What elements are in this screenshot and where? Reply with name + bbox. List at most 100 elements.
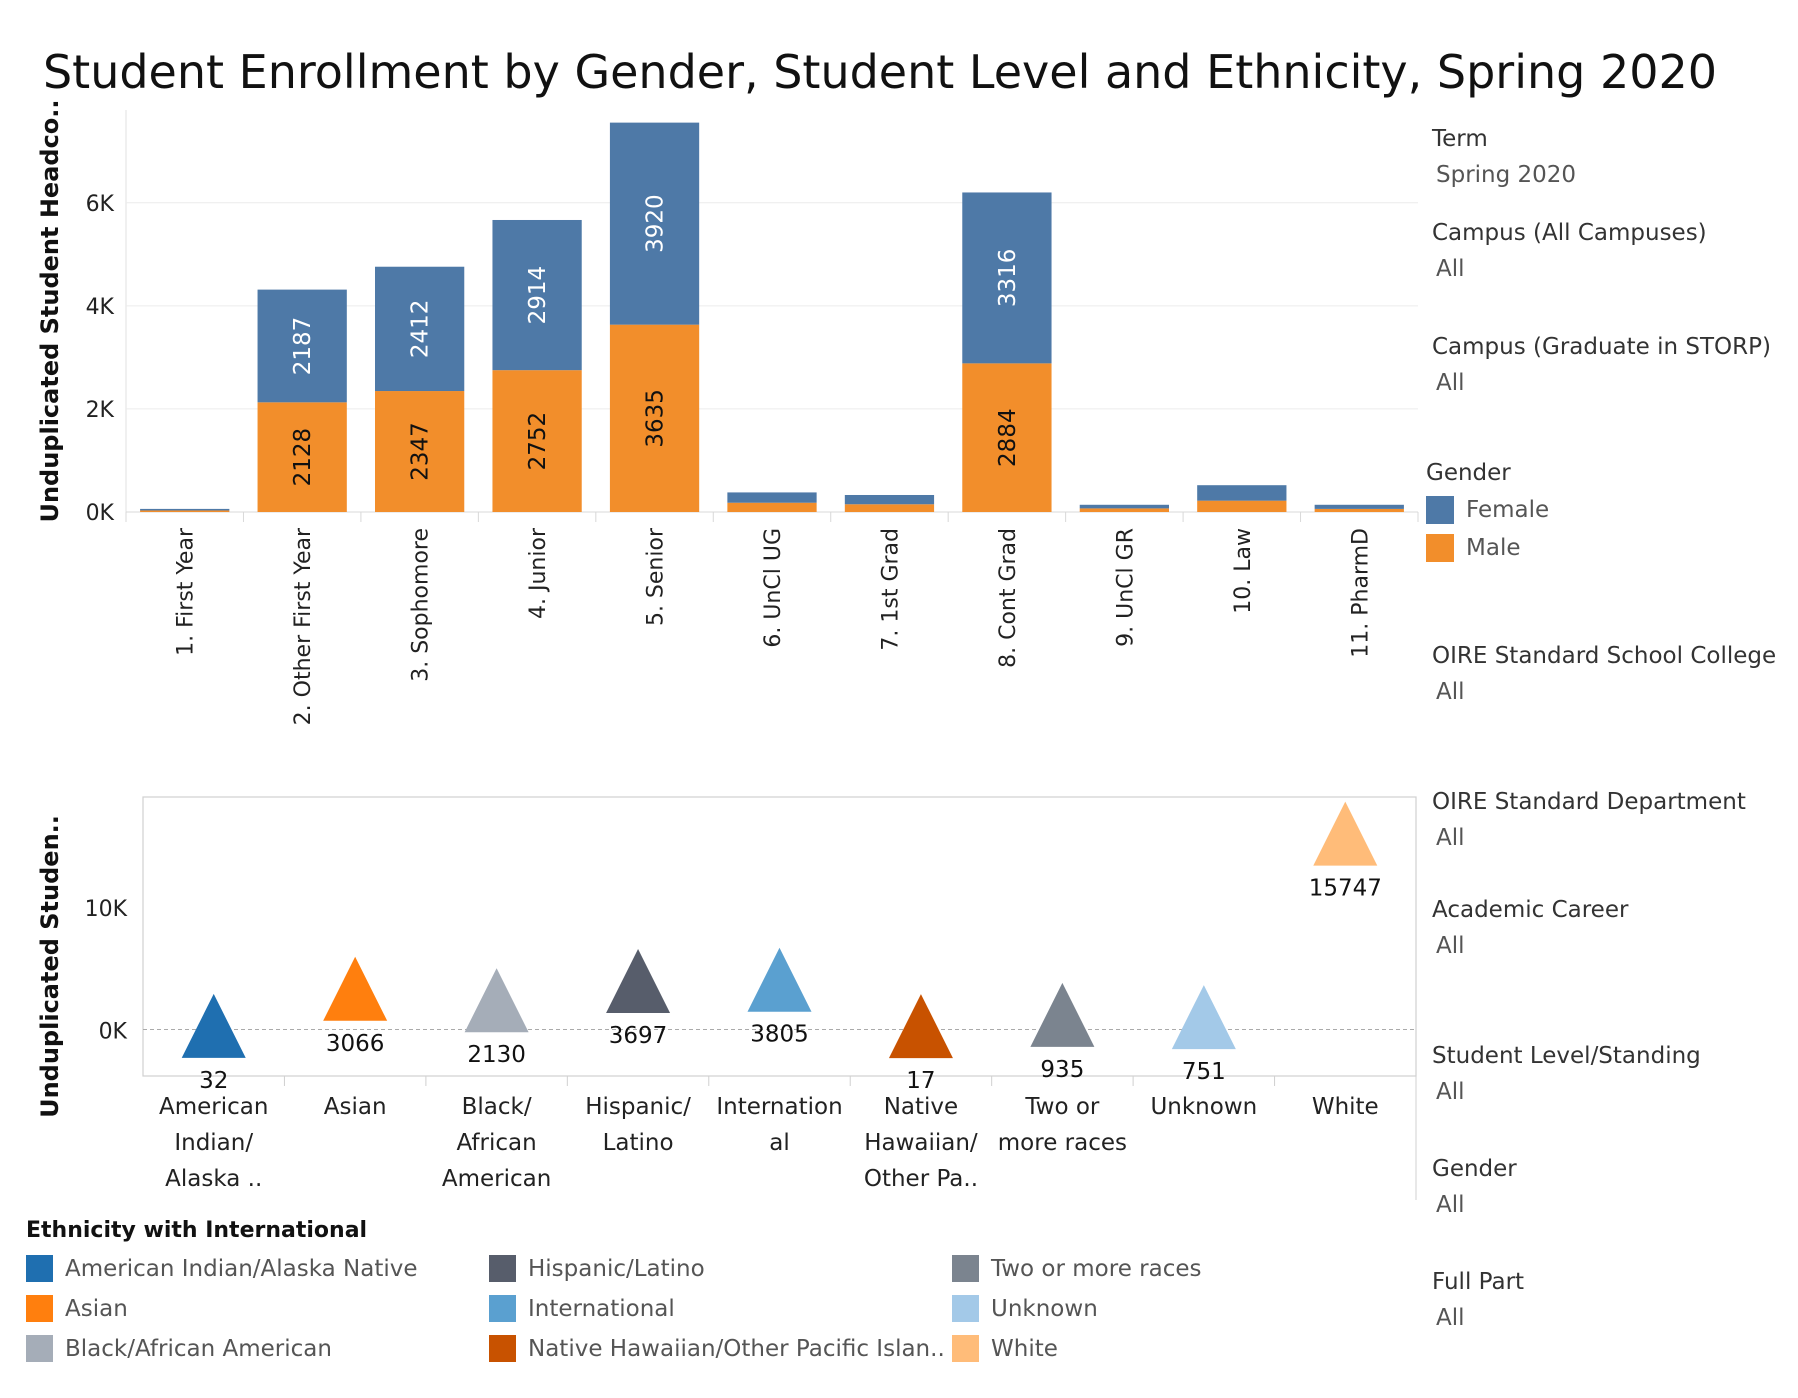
filter-value[interactable]: All — [1436, 370, 1465, 396]
filter-6[interactable]: Academic Career All — [1432, 897, 1628, 959]
triangle-marker-6[interactable] — [888, 994, 953, 1059]
bar-female-11[interactable] — [1314, 504, 1404, 509]
filter-title: Campus (Graduate in STORP) — [1432, 334, 1771, 360]
filter-title: Gender — [1432, 1156, 1517, 1182]
bar-x-tick-label: 3. Sophomore — [409, 528, 434, 682]
filter-title: OIRE Standard School College — [1432, 643, 1777, 669]
tri-x-tick-label: al — [769, 1130, 789, 1156]
bar-female-10[interactable] — [1197, 485, 1287, 501]
triangle-value-label: 751 — [1182, 1059, 1226, 1085]
bar-male-5[interactable] — [609, 324, 700, 512]
bar-female-label: 2412 — [408, 300, 434, 359]
legend-swatch — [489, 1335, 516, 1362]
legend-swatch — [489, 1255, 516, 1282]
bar-female-4[interactable] — [492, 219, 582, 371]
filter-2[interactable]: Campus (All Campuses) All — [1432, 220, 1707, 282]
filter-value[interactable]: All — [1436, 256, 1465, 282]
filter-value[interactable]: All — [1436, 933, 1465, 959]
bar-male-4[interactable] — [492, 370, 582, 512]
filter-value[interactable]: All — [1436, 1079, 1465, 1105]
bar-x-tick-label: 7. 1st Grad — [878, 528, 903, 651]
bar-male-8[interactable] — [962, 363, 1052, 512]
ethnicity-legend: Ethnicity with International American In… — [26, 1218, 1202, 1385]
ethnicity-legend-item[interactable]: International — [489, 1295, 675, 1322]
legend-swatch — [489, 1295, 516, 1322]
filter-5[interactable]: OIRE Standard Department All — [1432, 789, 1746, 851]
ethnicity-legend-item[interactable]: Asian — [26, 1295, 128, 1322]
triangle-value-label: 3697 — [609, 1023, 668, 1049]
bar-male-10[interactable] — [1197, 500, 1287, 512]
filter-8[interactable]: Gender All — [1432, 1156, 1517, 1218]
bar-male-11[interactable] — [1314, 508, 1404, 512]
bar-male-label: 3635 — [643, 389, 669, 448]
triangle-value-label: 3805 — [750, 1022, 809, 1048]
tri-x-tick-label: Latino — [603, 1130, 674, 1156]
tri-x-tick-label: African — [457, 1130, 537, 1156]
chart-title: Student Enrollment by Gender, Student Le… — [43, 45, 1717, 99]
ethnicity-legend-item[interactable]: Unknown — [952, 1295, 1098, 1322]
bar-female-6[interactable] — [727, 492, 817, 503]
tri-x-tick-label: Other Pa.. — [864, 1166, 978, 1192]
triangle-marker-5[interactable] — [747, 947, 812, 1012]
legend-label: American Indian/Alaska Native — [65, 1255, 418, 1282]
bar-male-2[interactable] — [257, 402, 347, 512]
bar-male-1[interactable] — [140, 510, 230, 512]
ethnicity-legend-item[interactable]: Two or more races — [952, 1255, 1202, 1282]
triangle-marker-7[interactable] — [1030, 982, 1095, 1047]
filter-value[interactable]: Spring 2020 — [1436, 162, 1577, 188]
bar-y-tick-label: 0K — [86, 501, 115, 526]
bar-female-5[interactable] — [609, 122, 700, 325]
ethnicity-legend-item[interactable]: Black/African American — [26, 1335, 332, 1362]
bar-female-2[interactable] — [257, 289, 347, 403]
legend-swatch — [26, 1335, 53, 1362]
tri-x-tick-label: Native — [884, 1094, 958, 1120]
tri-x-tick-label: Internation — [716, 1094, 842, 1120]
bar-female-label: 2914 — [525, 266, 551, 325]
filter-value[interactable]: All — [1436, 825, 1465, 851]
bar-male-6[interactable] — [727, 502, 817, 512]
triangle-marker-2[interactable] — [323, 956, 388, 1021]
bar-male-7[interactable] — [844, 504, 935, 512]
triangle-marker-8[interactable] — [1171, 985, 1236, 1050]
bar-male-label: 2128 — [290, 428, 316, 487]
bar-female-8[interactable] — [962, 192, 1052, 364]
filter-value[interactable]: All — [1436, 679, 1465, 705]
bar-female-1[interactable] — [140, 508, 230, 511]
tri-x-tick-label: Hawaiian/ — [864, 1130, 978, 1156]
ethnicity-legend-item[interactable]: White — [952, 1335, 1058, 1362]
bar-female-3[interactable] — [375, 266, 465, 392]
legend-item-male[interactable]: Male — [1426, 534, 1549, 562]
filter-4[interactable]: OIRE Standard School College All — [1432, 643, 1776, 705]
ethnicity-legend-item[interactable]: American Indian/Alaska Native — [26, 1255, 418, 1282]
filter-title: Term — [1432, 126, 1488, 152]
triangle-marker-9[interactable] — [1313, 801, 1378, 866]
bar-male-9[interactable] — [1079, 508, 1169, 512]
bar-female-9[interactable] — [1079, 504, 1169, 509]
bar-x-tick-label: 9. UnCl GR — [1113, 528, 1138, 647]
filter-title: Campus (All Campuses) — [1432, 220, 1707, 246]
filter-1[interactable]: Term Spring 2020 — [1432, 126, 1576, 188]
legend-label: Black/African American — [65, 1335, 332, 1362]
bar-male-label: 2752 — [525, 412, 551, 471]
bar-male-3[interactable] — [375, 391, 465, 512]
triangle-marker-4[interactable] — [606, 949, 671, 1014]
bar-female-7[interactable] — [844, 494, 935, 505]
filter-7[interactable]: Student Level/Standing All — [1432, 1043, 1701, 1105]
bar-y-tick-label: 6K — [86, 192, 115, 217]
ethnicity-legend-item[interactable]: Hispanic/Latino — [489, 1255, 705, 1282]
triangle-marker-1[interactable] — [181, 993, 246, 1058]
triangle-marker-3[interactable] — [464, 968, 529, 1033]
tri-x-tick-label: American — [442, 1166, 551, 1192]
triangle-value-label: 3066 — [326, 1031, 385, 1057]
filter-9[interactable]: Full Part All — [1432, 1269, 1524, 1331]
legend-item-female[interactable]: Female — [1426, 496, 1549, 524]
legend-label: Unknown — [991, 1295, 1098, 1322]
legend-swatch — [26, 1255, 53, 1282]
bar-x-tick-label: 2. Other First Year — [291, 527, 316, 725]
filter-value[interactable]: All — [1436, 1305, 1465, 1331]
filter-value[interactable]: All — [1436, 1192, 1465, 1218]
ethnicity-legend-item[interactable]: Native Hawaiian/Other Pacific Islan.. — [489, 1335, 945, 1362]
filter-3[interactable]: Campus (Graduate in STORP) All — [1432, 334, 1771, 396]
